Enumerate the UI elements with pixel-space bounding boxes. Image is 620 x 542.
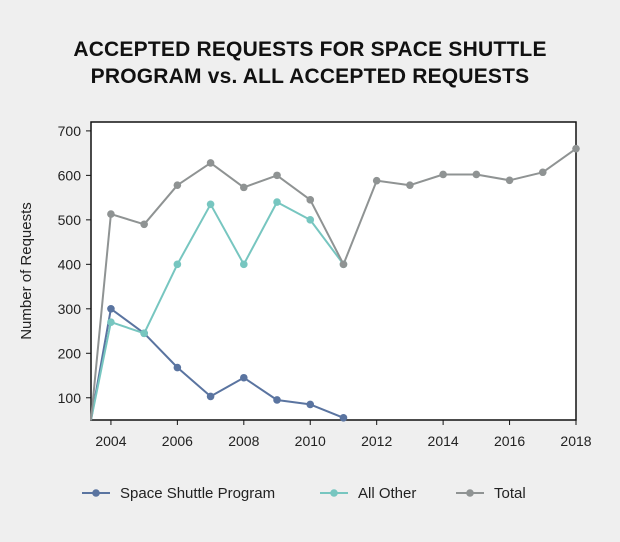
legend-item-total: Total [456,485,526,502]
x-tick-label: 2018 [560,433,591,449]
y-tick-label: 500 [58,212,82,228]
data-point-total [306,196,315,204]
data-point-total [240,183,248,192]
x-tick-label: 2008 [228,433,259,449]
legend-label: Total [494,485,526,502]
data-point-total [439,170,447,179]
data-point-total [572,144,580,153]
chart-title-line-1: ACCEPTED REQUESTS FOR SPACE SHUTTLE [73,38,547,61]
data-point-space-shuttle-program [107,305,115,313]
data-point-total [140,220,148,229]
y-axis-label: Number of Requests [18,202,35,340]
data-point-total [107,210,115,218]
y-tick-label: 300 [58,301,82,317]
data-point-space-shuttle-program [339,413,348,422]
y-tick-label: 400 [58,256,82,272]
data-point-all-other [306,216,315,224]
legend-swatch-marker [466,489,474,497]
data-point-space-shuttle-program [240,373,248,382]
plot-area [90,121,577,421]
legend-label: Space Shuttle Program [120,485,275,502]
data-point-total [406,181,414,189]
data-point-total [505,176,514,185]
data-point-all-other [107,318,115,326]
legend: Space Shuttle Program All Other Total [82,485,526,502]
x-tick-label: 2004 [95,433,126,449]
x-tick-label: 2012 [361,433,392,449]
legend-swatch-marker [92,489,100,497]
y-tick-label: 600 [58,167,82,183]
data-point-total [538,168,547,177]
legend-label: All Other [358,485,416,502]
data-point-total [472,170,481,179]
data-point-all-other [206,200,215,209]
data-point-total [372,176,381,185]
x-tick-label: 2016 [494,433,525,449]
x-tick-label: 2014 [428,433,459,449]
legend-swatch-marker [330,489,338,497]
x-tick-label: 2006 [162,433,193,449]
data-point-space-shuttle-program [306,400,315,409]
y-tick-label: 100 [58,390,82,406]
series-line-total [90,147,577,421]
data-point-total [339,260,348,269]
data-point-total [173,181,182,189]
x-tick-label: 2010 [295,433,326,449]
chart-title-line-2: PROGRAM vs. ALL ACCEPTED REQUESTS [90,65,530,88]
data-point-all-other [273,198,281,206]
data-point-all-other [173,260,182,269]
y-tick-label: 200 [58,345,82,361]
data-point-space-shuttle-program [173,363,182,372]
data-point-space-shuttle-program [273,396,281,404]
data-point-total [206,159,215,167]
data-point-total [273,171,281,180]
data-point-all-other [240,260,248,269]
y-tick-label: 700 [58,123,82,139]
chart-title: ACCEPTED REQUESTS FOR SPACE SHUTTLE PROG… [0,36,620,90]
legend-item-space-shuttle-program: Space Shuttle Program [82,485,275,502]
data-point-space-shuttle-program [206,392,215,401]
legend-item-all-other: All Other [320,485,416,502]
data-point-all-other [140,329,148,338]
